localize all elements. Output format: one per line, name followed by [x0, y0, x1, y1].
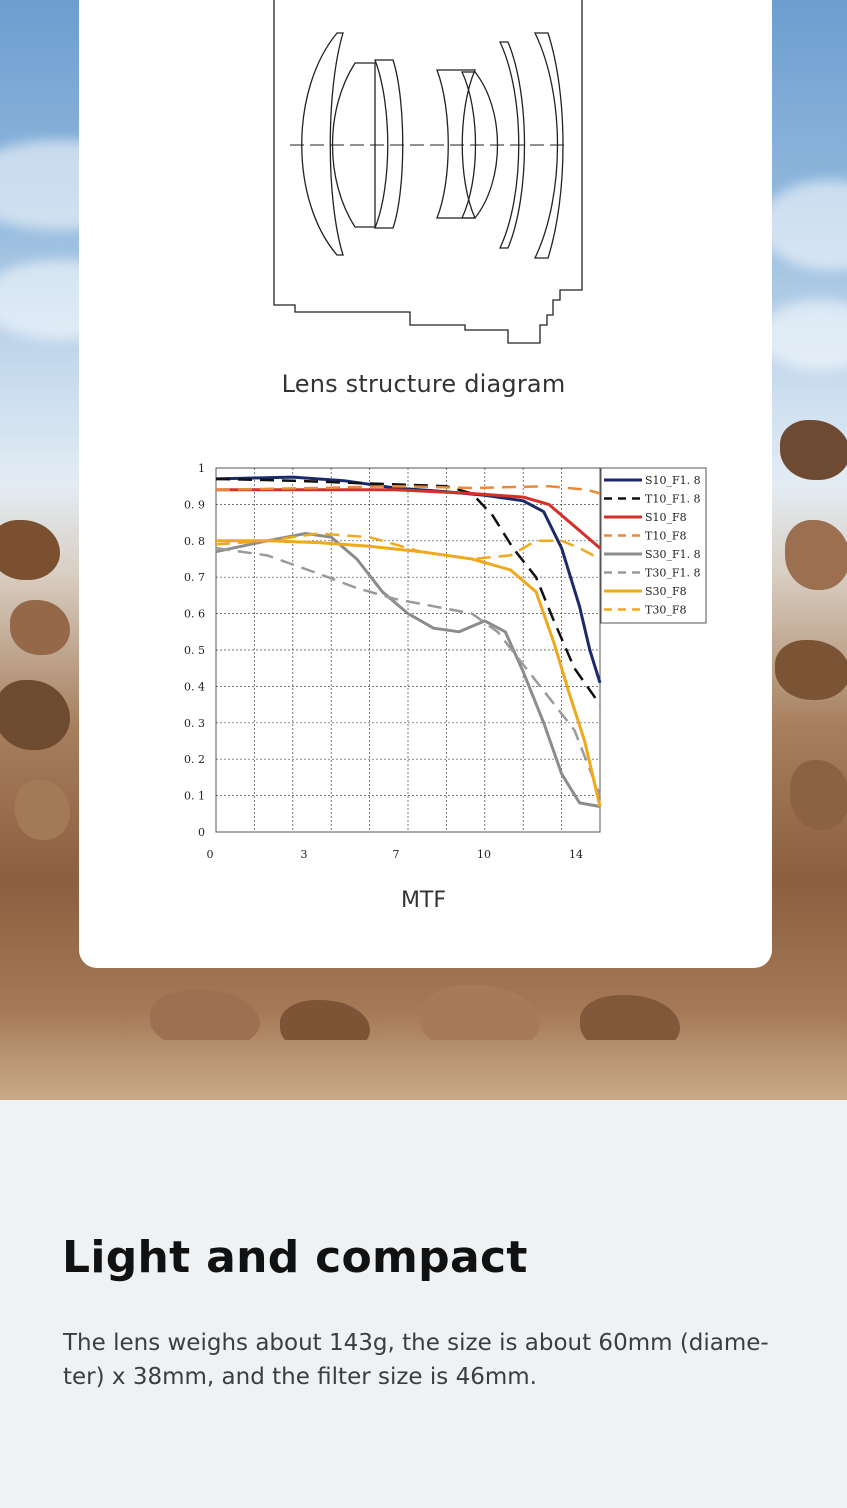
- series-line: [216, 539, 602, 807]
- rock: [785, 520, 847, 590]
- x-tick-label: 14: [569, 848, 583, 861]
- series-line: [215, 546, 602, 797]
- lens-element: [331, 62, 376, 228]
- y-tick-label: 0. 6: [184, 608, 205, 621]
- x-tick-label: 3: [301, 848, 308, 861]
- legend-label: S30_F8: [645, 585, 687, 598]
- legend-box: [600, 467, 707, 624]
- y-tick-label: 0. 4: [184, 680, 205, 693]
- series-line: [215, 532, 601, 561]
- lens-structure-diagram: [273, 0, 583, 344]
- legend-label: T10_F1. 8: [645, 493, 700, 506]
- lens-element: [374, 59, 404, 229]
- mtf-chart: 0 0. 1 0. 2 0. 3 0. 4 0. 5 0. 6 0. 7 0. 8 0. 9 1 0…: [184, 462, 707, 861]
- y-tick-label: 0. 7: [184, 571, 205, 584]
- legend-label: S10_F1. 8: [645, 474, 701, 487]
- y-tick-label: 0: [198, 826, 205, 839]
- lens-element: [460, 71, 499, 219]
- y-tick-label: 1: [198, 462, 205, 475]
- cloud: [760, 300, 847, 370]
- chart-legend: S10_F1. 8 T10_F1. 8 S10_F8 T10_F8 S30_F1. 8 T…: [600, 467, 707, 624]
- description-line: The lens weighs about 143g, the size is …: [63, 1330, 769, 1356]
- x-tick-label: 0: [207, 848, 214, 861]
- rock: [0, 1040, 847, 1100]
- series-lines: [215, 475, 602, 808]
- legend-label: S30_F1. 8: [645, 548, 701, 561]
- x-axis-ticks: 0 3 7 10 14: [207, 848, 584, 861]
- rock: [15, 780, 70, 840]
- lens-element: [498, 41, 526, 249]
- rock: [0, 520, 60, 580]
- y-tick-label: 0. 8: [184, 535, 205, 548]
- y-tick-label: 0. 3: [184, 717, 205, 730]
- x-tick-label: 7: [393, 848, 400, 861]
- series-line: [215, 475, 602, 684]
- x-tick-label: 10: [477, 848, 491, 861]
- lens-element: [301, 32, 344, 256]
- series-line: [215, 477, 602, 706]
- y-tick-label: 0. 2: [184, 753, 205, 766]
- rock: [0, 680, 70, 750]
- chart-title: MTF: [400, 888, 447, 913]
- y-tick-label: 0. 9: [184, 498, 205, 511]
- series-line: [215, 532, 601, 808]
- y-tick-label: 0. 5: [184, 644, 205, 657]
- rock: [10, 600, 70, 655]
- lens-housing-outline: [273, 0, 583, 344]
- description-line: ter) x 38mm, and the filter size is 46mm…: [63, 1364, 537, 1390]
- y-tick-label: 0. 1: [184, 790, 205, 803]
- section-description: The lens weighs about 143g, the size is …: [63, 1326, 803, 1394]
- legend-label: T30_F1. 8: [645, 567, 700, 580]
- lens-element: [533, 32, 564, 259]
- legend-label: T30_F8: [645, 604, 686, 617]
- rock: [780, 420, 847, 480]
- lens-diagram-caption: Lens structure diagram: [281, 370, 566, 398]
- y-axis-ticks: 0 0. 1 0. 2 0. 3 0. 4 0. 5 0. 6 0. 7 0. 8 0. 9 1: [184, 462, 205, 839]
- legend-label: S10_F8: [645, 511, 687, 524]
- rock: [790, 760, 847, 830]
- cloud: [760, 180, 847, 270]
- series-line: [216, 488, 601, 550]
- rock: [775, 640, 847, 700]
- section-title: Light and compact: [62, 1232, 528, 1283]
- legend-label: T10_F8: [645, 530, 686, 543]
